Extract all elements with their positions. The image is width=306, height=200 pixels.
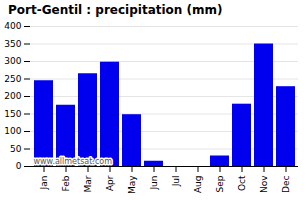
svg-text:50: 50 (10, 144, 22, 154)
svg-text:150: 150 (4, 109, 21, 119)
svg-text:Jul: Jul (171, 176, 181, 188)
svg-text:Jan: Jan (39, 176, 49, 191)
svg-text:200: 200 (4, 91, 21, 101)
svg-text:400: 400 (4, 21, 21, 31)
svg-text:Nov: Nov (259, 175, 269, 193)
svg-text:Jun: Jun (149, 176, 159, 191)
svg-text:Sep: Sep (215, 175, 225, 192)
svg-text:250: 250 (4, 74, 21, 84)
svg-text:Apr: Apr (105, 175, 115, 191)
svg-text:Oct: Oct (237, 175, 247, 191)
svg-text:May: May (127, 175, 137, 194)
svg-text:Mar: Mar (83, 175, 93, 192)
svg-text:350: 350 (4, 39, 21, 49)
svg-text:0: 0 (16, 161, 22, 171)
html-text:Port-Gentil : precipitation (m: Port-Gentil : precipitation (mm) (8, 3, 223, 17)
svg-text:300: 300 (4, 56, 21, 66)
svg-text:Dec: Dec (281, 175, 291, 192)
svg-text:100: 100 (4, 126, 21, 136)
svg-text:www.allmetsat.com: www.allmetsat.com (34, 157, 113, 166)
svg-text:Feb: Feb (61, 175, 71, 191)
svg-text:Aug: Aug (193, 176, 203, 194)
